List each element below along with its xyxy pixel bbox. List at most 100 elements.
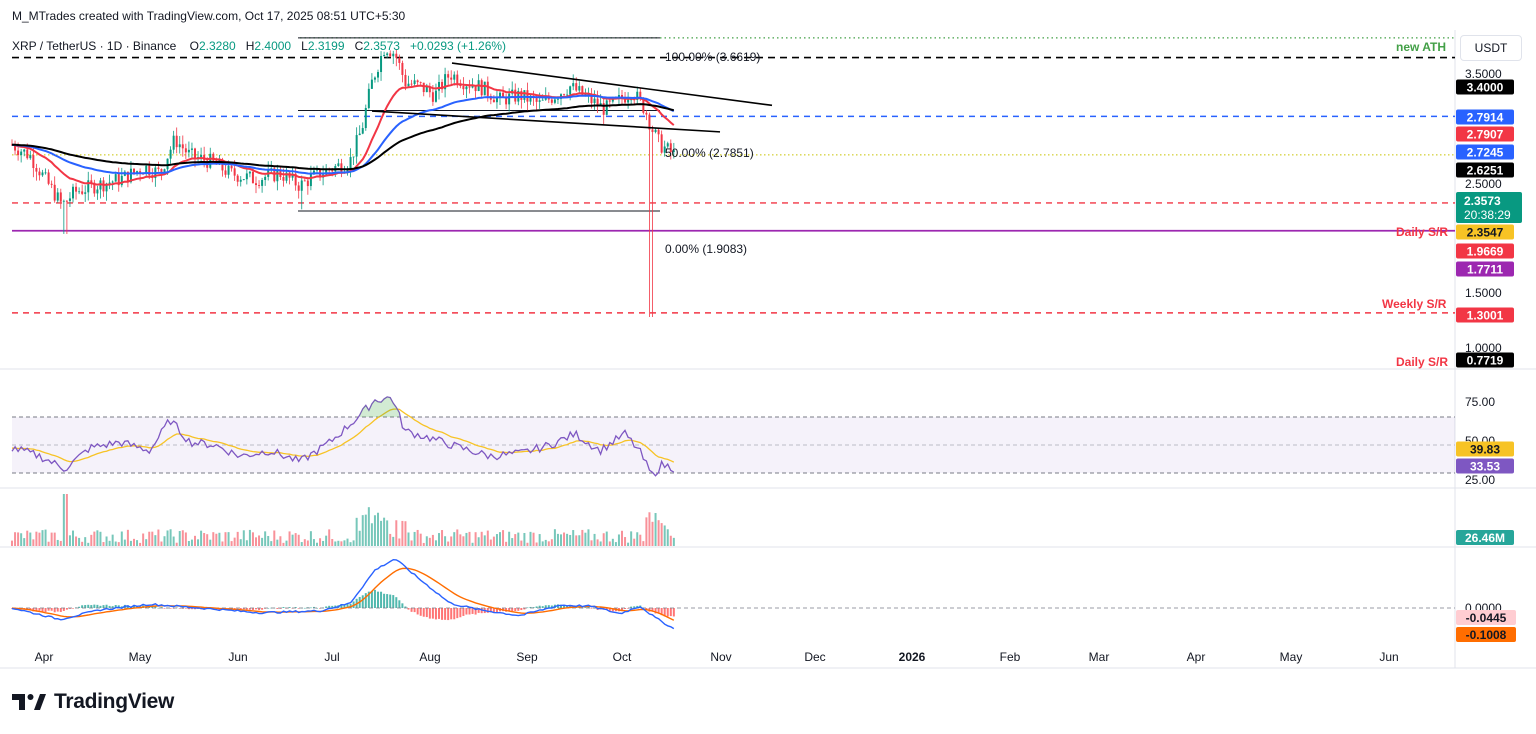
volume-bar — [59, 540, 62, 546]
candle-body — [352, 156, 355, 158]
candle-body — [303, 180, 306, 182]
candle-body — [248, 171, 251, 174]
macd-histogram-bar — [261, 608, 264, 610]
candle-body — [425, 86, 428, 93]
bar-countdown-label: 20:38:29 — [1464, 208, 1511, 222]
candle-body — [486, 81, 489, 96]
volume-bar — [93, 531, 96, 546]
ema-50-line — [11, 94, 675, 175]
candle-body — [450, 77, 453, 80]
macd-histogram-bar — [154, 605, 157, 608]
macd-histogram-bar — [654, 608, 657, 614]
time-axis-tick: Jul — [324, 650, 339, 664]
macd-histogram-bar — [532, 607, 535, 608]
volume-bar — [556, 533, 559, 546]
open-label: O — [189, 39, 199, 53]
macd-histogram-bar — [68, 608, 71, 609]
macd-histogram-bar — [395, 597, 398, 608]
volume-bar — [276, 539, 279, 546]
volume-bar — [624, 537, 627, 546]
macd-histogram-bar — [325, 606, 328, 608]
volume-bar — [358, 530, 361, 546]
macd-histogram-bar — [373, 589, 376, 608]
candle-body — [221, 159, 224, 171]
volume-bar — [32, 539, 35, 546]
volume-bar — [450, 536, 453, 546]
candle-body — [569, 86, 572, 95]
volume-bar — [587, 529, 590, 546]
volume-bar — [200, 530, 203, 546]
candle-body — [306, 180, 309, 187]
candle-body — [56, 192, 59, 201]
price-label-2-7245: 2.7245 — [1467, 146, 1504, 160]
candle-body — [672, 150, 675, 152]
macd-histogram-bar — [380, 591, 383, 608]
new-ath-annotation: new ATH — [1396, 40, 1446, 54]
candle-body — [175, 135, 178, 148]
rsi-overbought-fill — [359, 396, 400, 417]
volume-bar — [666, 529, 669, 546]
signal-value-label: -0.1008 — [1466, 628, 1507, 642]
volume-bar — [575, 535, 578, 546]
candle-body — [422, 82, 425, 93]
macd-histogram-bar — [35, 608, 38, 612]
candle-body — [438, 81, 440, 91]
volume-bar — [633, 538, 636, 546]
volume-bar — [392, 536, 395, 546]
macd-histogram-bar — [672, 608, 675, 617]
time-axis-tick: Aug — [419, 650, 440, 664]
volume-bar — [212, 532, 215, 546]
volume-bar — [553, 529, 556, 546]
macd-histogram-bar — [419, 608, 422, 616]
daily-sr-annotation-1: Daily S/R — [1396, 225, 1448, 239]
volume-bar — [17, 532, 20, 546]
macd-histogram-bar — [404, 606, 407, 608]
volume-bar — [181, 530, 184, 546]
candle-body — [81, 191, 84, 194]
candle-body — [212, 153, 215, 161]
volume-bar — [233, 537, 236, 546]
volume-bar — [47, 541, 50, 546]
candle-body — [14, 144, 17, 151]
macd-histogram-bar — [441, 608, 444, 620]
macd-histogram-bar — [535, 606, 538, 608]
macd-histogram-bar — [56, 608, 59, 612]
macd-histogram-bar — [343, 604, 346, 608]
volume-bar — [456, 529, 459, 546]
macd-histogram-bar — [50, 608, 53, 611]
volume-bar — [38, 532, 41, 546]
macd-histogram-bar — [99, 605, 102, 608]
volume-bar — [578, 535, 581, 546]
candle-body — [660, 134, 663, 153]
macd-histogram-bar — [526, 607, 529, 609]
volume-bar — [297, 534, 300, 546]
brand-logo[interactable]: TradingView — [12, 690, 174, 714]
volume-bar — [465, 532, 468, 546]
currency-unit-button[interactable]: USDT — [1460, 35, 1522, 61]
candle-body — [453, 74, 456, 80]
candle-body — [136, 171, 139, 173]
candle-body — [78, 191, 81, 193]
candle-body — [556, 98, 559, 100]
candle-body — [84, 192, 87, 194]
volume-bar — [404, 521, 407, 546]
macd-histogram-bar — [361, 595, 364, 608]
volume-bar — [90, 534, 93, 546]
rsi-axis-tick: 25.00 — [1465, 473, 1495, 487]
price-axis-tick: 1.5000 — [1465, 286, 1502, 300]
volume-bar — [614, 542, 617, 546]
macd-histogram-bar — [666, 608, 669, 617]
candle-body — [535, 98, 538, 102]
volume-bar — [322, 540, 325, 546]
macd-histogram-bar — [267, 607, 270, 609]
macd-histogram-bar — [84, 605, 87, 608]
price-label-2-7245-box — [1456, 144, 1514, 160]
volume-bar — [529, 531, 532, 546]
high-value: 2.4000 — [254, 39, 292, 53]
candle-body — [563, 94, 566, 96]
volume-bar — [139, 542, 142, 546]
candle-body — [337, 163, 340, 166]
volume-bar — [495, 534, 498, 546]
price-label-2-7914-box — [1456, 109, 1514, 125]
